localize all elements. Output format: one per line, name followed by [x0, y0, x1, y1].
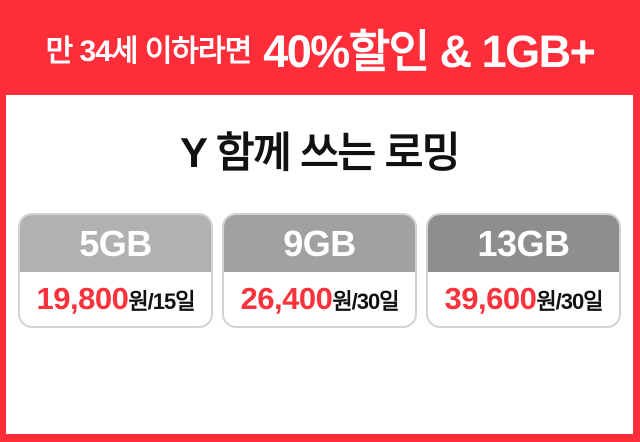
- plan-price-unit: 원/30일: [332, 289, 399, 314]
- plan-price-row: 26,400원/30일: [224, 272, 415, 326]
- plan-price-unit: 원/30일: [536, 289, 603, 314]
- plan-price: 39,600: [444, 281, 537, 316]
- plan-price-row: 19,800원/15일: [20, 272, 211, 326]
- plan-card-row: 5GB 19,800원/15일 9GB 26,400원/30일 13GB: [6, 213, 633, 328]
- plan-price-row: 39,600원/30일: [428, 272, 619, 326]
- plan-data-label: 5GB: [79, 222, 152, 264]
- plan-header: 5GB: [20, 215, 211, 272]
- plan-data-label: 9GB: [283, 222, 356, 264]
- page-title: Y 함께 쓰는 로밍: [179, 129, 461, 176]
- plan-card-13gb[interactable]: 13GB 39,600원/30일: [426, 213, 621, 328]
- plan-price: 19,800: [36, 281, 129, 316]
- top-promo-banner: 만 34세 이하라면 40%할인 & 1GB+: [0, 0, 640, 95]
- banner-condition-text: 만 34세 이하라면: [45, 34, 253, 68]
- plan-price: 26,400: [240, 281, 333, 316]
- plan-data-label: 13GB: [477, 222, 570, 264]
- plan-card-9gb[interactable]: 9GB 26,400원/30일: [222, 213, 417, 328]
- plan-price-unit: 원/15일: [128, 289, 195, 314]
- plan-header: 9GB: [224, 215, 415, 272]
- plan-card-5gb[interactable]: 5GB 19,800원/15일: [18, 213, 213, 328]
- banner-offer-text: 40%할인 & 1GB+: [263, 26, 596, 77]
- plan-header: 13GB: [428, 215, 619, 272]
- content-panel: Y 함께 쓰는 로밍 5GB 19,800원/15일 9GB 26,400원/3…: [6, 95, 633, 434]
